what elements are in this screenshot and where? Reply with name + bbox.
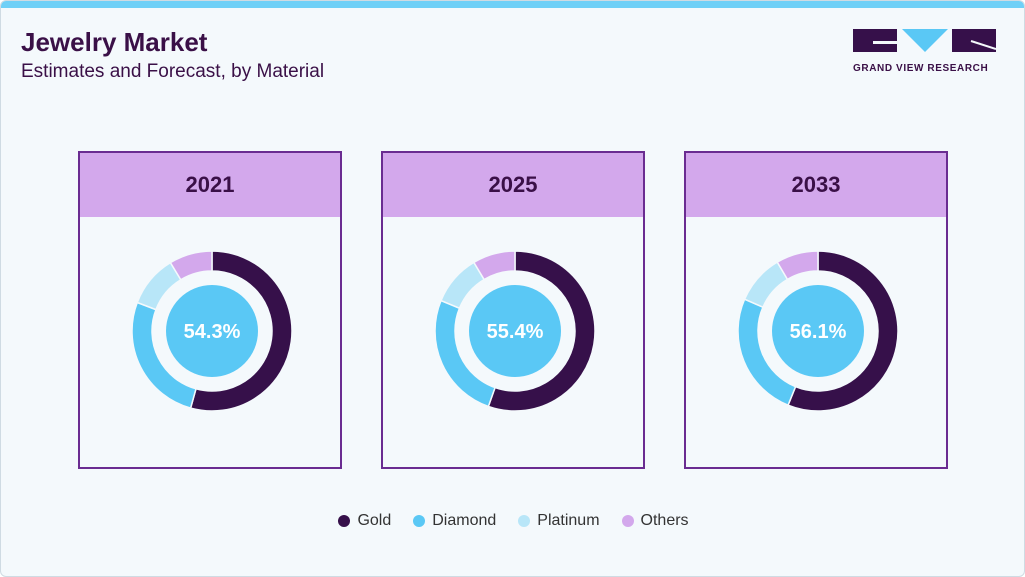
legend-item-gold: Gold xyxy=(338,512,391,530)
legend-item-others: Others xyxy=(621,512,689,530)
chart-title: Jewelry Market xyxy=(21,27,208,57)
logo-mark-icon xyxy=(853,29,997,52)
legend-dot xyxy=(621,515,634,527)
legend-label: Gold xyxy=(357,512,392,529)
legend-dot xyxy=(518,515,531,527)
logo-text: GRAND VIEW RESEARCH xyxy=(853,63,989,74)
panel-year: 2025 xyxy=(383,153,643,217)
donut-slice-others xyxy=(169,250,213,281)
top-accent-bar xyxy=(1,1,1024,8)
panel-2021: 2021 54.3% xyxy=(78,151,342,469)
panel-year: 2021 xyxy=(80,153,340,217)
donut-slice-gold xyxy=(189,250,293,412)
center-value-label: 56.1% xyxy=(790,321,847,343)
panel-2025: 2025 55.4% xyxy=(381,151,645,469)
donut-chart: 55.4% xyxy=(434,250,596,412)
donut-chart: 56.1% xyxy=(737,250,899,412)
legend-dot xyxy=(413,515,426,527)
legend: Gold Diamond Platinum Others xyxy=(1,512,1024,530)
donut-chart: 54.3% xyxy=(131,250,293,412)
panel-2033: 2033 56.1% xyxy=(684,151,948,469)
chart-subtitle: Estimates and Forecast, by Material xyxy=(21,61,325,82)
donut-slice-gold xyxy=(787,250,899,412)
legend-item-platinum: Platinum xyxy=(518,512,600,530)
donut-slice-gold xyxy=(487,250,596,412)
donut-center xyxy=(469,285,561,377)
legend-item-diamond: Diamond xyxy=(413,512,496,530)
legend-label: Diamond xyxy=(432,512,497,529)
legend-dot xyxy=(338,515,351,527)
legend-label: Others xyxy=(640,512,689,529)
center-value-label: 54.3% xyxy=(184,321,241,343)
donut-slice-others xyxy=(472,250,516,281)
donut-slice-others xyxy=(776,250,819,281)
grand-view-research-logo: GRAND VIEW RESEARCH xyxy=(853,29,997,74)
panel-year: 2033 xyxy=(686,153,946,217)
center-value-label: 55.4% xyxy=(487,321,544,343)
donut-center xyxy=(772,285,864,377)
donut-center xyxy=(166,285,258,377)
legend-label: Platinum xyxy=(537,512,600,529)
